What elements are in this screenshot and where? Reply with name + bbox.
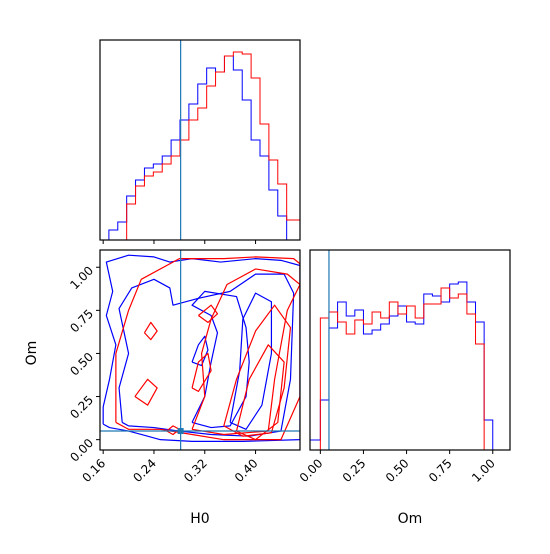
contour-0-4 [191,335,209,367]
x-tick-label: 0.75 [426,456,455,485]
x-tick-label: 1.00 [469,456,498,485]
truth-marker [177,428,184,435]
contour-0-2 [191,290,250,429]
contour-0-3 [229,292,273,430]
contour-1-2 [223,304,292,437]
contour-1-8 [198,304,219,324]
x-tick-label: 0.50 [383,456,412,485]
contour-1-1 [191,268,300,436]
om-axis-label-bottom: Om [398,511,423,527]
y-tick-label: 1.00 [67,263,96,292]
x-tick-label: 0.32 [181,456,210,485]
contour-1-4 [191,352,212,392]
histogram-series-0 [310,281,510,450]
h0-axis-label: H0 [190,511,209,527]
om-marginal-panel: 0.00 0.25 0.50 0.75 1.00 [297,249,511,485]
x-tick-label: 0.24 [130,456,159,485]
contour-1-5 [134,378,158,406]
histogram-series-1 [100,51,300,240]
x-tick-label: 0.40 [232,456,261,485]
x-tick-label: 0.25 [340,456,369,485]
histogram-series-0 [100,55,300,240]
contour-1-3 [235,344,285,441]
histogram-series-1 [310,287,510,450]
contour-0-0 [102,254,300,442]
h0-marginal-panel [99,39,301,244]
joint-contour-panel: 0.16 0.24 0.32 0.40 0.00 0.25 0.50 0.75 1.00 [67,249,301,485]
x-tick-label: 0.16 [80,456,109,485]
panel-frame [99,249,301,451]
axis-labels: H0 Om Om [24,341,422,527]
y-tick-label: 0.75 [67,307,96,336]
y-tick-label: 0.25 [67,393,96,422]
om-axis-label-left: Om [24,341,40,366]
y-tick-label: 0.50 [67,350,96,379]
panel-frame [309,249,511,451]
y-tick-label: 0.00 [67,436,96,465]
contour-1-6 [143,321,158,341]
panel-frame [99,39,301,241]
contour-0-1 [118,273,295,437]
x-tick-label: 0.00 [297,456,326,485]
